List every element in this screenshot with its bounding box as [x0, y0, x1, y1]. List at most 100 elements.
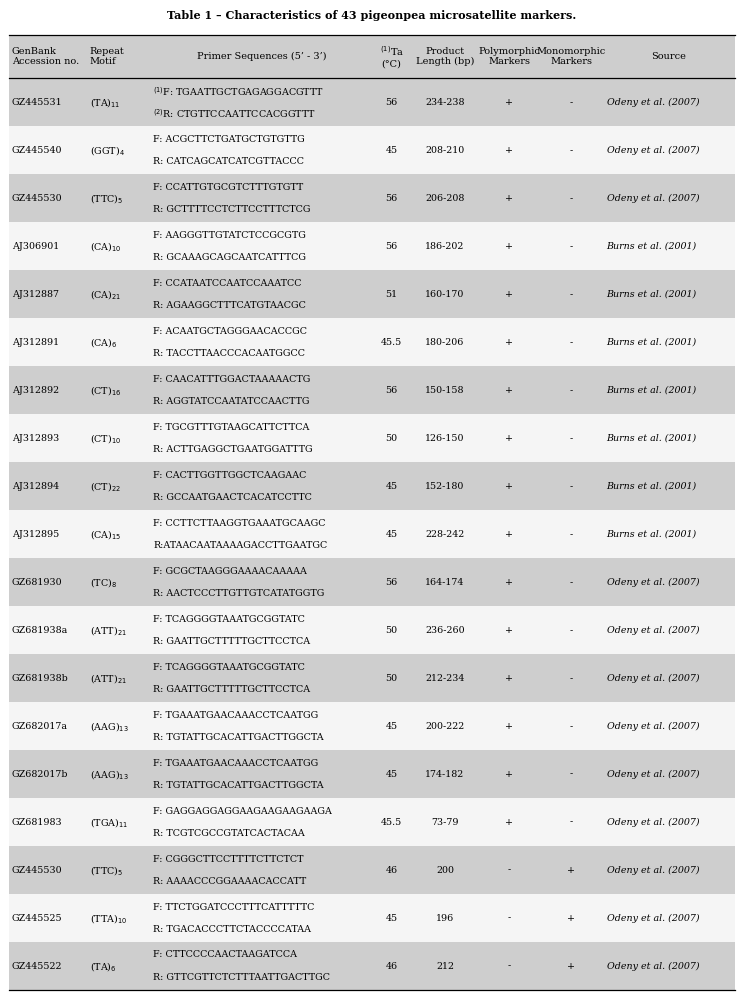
Text: 46: 46: [385, 866, 398, 875]
Text: +: +: [505, 673, 513, 682]
Text: R: GCAAAGCAGCAATCATTTCG: R: GCAAAGCAGCAATCATTTCG: [153, 253, 307, 262]
Bar: [9, 222, 735, 270]
Text: GZ681983: GZ681983: [12, 817, 62, 826]
Text: -: -: [569, 578, 573, 587]
Text: R: GAATTGCTTTTTGCTTCCTCA: R: GAATTGCTTTTTGCTTCCTCA: [153, 685, 310, 694]
Text: 50: 50: [385, 673, 398, 682]
Text: GZ681938a: GZ681938a: [12, 626, 68, 635]
Text: GZ445530: GZ445530: [12, 194, 62, 203]
Text: 50: 50: [385, 434, 398, 443]
Text: +: +: [505, 482, 513, 491]
Text: AJ312893: AJ312893: [12, 434, 60, 443]
Text: 228-242: 228-242: [426, 529, 464, 539]
Text: F: ACGCTTCTGATGCTGTGTTG: F: ACGCTTCTGATGCTGTGTTG: [153, 135, 305, 144]
Text: +: +: [567, 914, 575, 922]
Text: +: +: [505, 529, 513, 539]
Text: (TTC)$_{5}$: (TTC)$_{5}$: [89, 192, 123, 205]
Bar: [9, 78, 735, 126]
Text: AJ312894: AJ312894: [12, 482, 59, 491]
Text: +: +: [505, 194, 513, 203]
Text: (GGT)$_{4}$: (GGT)$_{4}$: [89, 144, 124, 157]
Text: -: -: [569, 434, 573, 443]
Text: F: TGCGTTTGTAAGCATTCTTCA: F: TGCGTTTGTAAGCATTCTTCA: [153, 423, 310, 432]
Text: -: -: [569, 242, 573, 251]
Text: (ATT)$_{21}$: (ATT)$_{21}$: [89, 671, 126, 684]
Text: -: -: [507, 866, 511, 875]
Text: Burns et al. (2001): Burns et al. (2001): [606, 434, 697, 443]
Text: 200-222: 200-222: [426, 722, 464, 731]
Text: 50: 50: [385, 626, 398, 635]
Text: R: GTTCGTTCTCTTTAATTGACTTGC: R: GTTCGTTCTCTTTAATTGACTTGC: [153, 972, 330, 981]
Text: (CA)$_{21}$: (CA)$_{21}$: [89, 288, 121, 301]
Text: R: TACCTTAACCCACAATGGCC: R: TACCTTAACCCACAATGGCC: [153, 349, 306, 357]
Text: R: GCTTTTCCTCTTCCTTTCTCG: R: GCTTTTCCTCTTCCTTTCTCG: [153, 205, 311, 213]
Text: 45: 45: [385, 770, 398, 779]
Text: Source: Source: [652, 52, 687, 62]
Text: Table 1 – Characteristics of 43 pigeonpea microsatellite markers.: Table 1 – Characteristics of 43 pigeonpe…: [167, 10, 577, 21]
Text: GZ682017a: GZ682017a: [12, 722, 68, 731]
Text: 160-170: 160-170: [426, 290, 465, 299]
Bar: [9, 414, 735, 463]
Bar: [9, 366, 735, 414]
Text: 56: 56: [385, 194, 398, 203]
Text: 56: 56: [385, 578, 398, 587]
Text: $^{(2)}$R: CTGTTCCAATTCCACGGTTT: $^{(2)}$R: CTGTTCCAATTCCACGGTTT: [153, 107, 316, 120]
Text: +: +: [567, 866, 575, 875]
Text: (AAG)$_{13}$: (AAG)$_{13}$: [89, 720, 128, 733]
Bar: [9, 175, 735, 222]
Text: 56: 56: [385, 242, 398, 251]
Text: $^{(1)}$F: TGAATTGCTGAGAGGACGTTT: $^{(1)}$F: TGAATTGCTGAGAGGACGTTT: [153, 85, 324, 97]
Text: -: -: [569, 146, 573, 155]
Text: Burns et al. (2001): Burns et al. (2001): [606, 386, 697, 395]
Text: 180-206: 180-206: [426, 338, 465, 347]
Text: Burns et al. (2001): Burns et al. (2001): [606, 529, 697, 539]
Bar: [9, 894, 735, 942]
Bar: [9, 798, 735, 846]
Text: GZ682017b: GZ682017b: [12, 770, 68, 779]
Bar: [9, 750, 735, 798]
Text: Polymorphic
Markers: Polymorphic Markers: [478, 47, 540, 67]
Bar: [9, 319, 735, 366]
Text: Primer Sequences (5’ - 3’): Primer Sequences (5’ - 3’): [197, 52, 327, 62]
Text: +: +: [505, 386, 513, 395]
Text: R: GAATTGCTTTTTGCTTCCTCA: R: GAATTGCTTTTTGCTTCCTCA: [153, 637, 310, 645]
Text: F: AAGGGTTGTATCTCCGCGTG: F: AAGGGTTGTATCTCCGCGTG: [153, 230, 307, 240]
Text: -: -: [507, 914, 511, 922]
Text: +: +: [505, 578, 513, 587]
Text: 164-174: 164-174: [426, 578, 465, 587]
Text: Odeny et al. (2007): Odeny et al. (2007): [606, 722, 699, 731]
Text: GZ445530: GZ445530: [12, 866, 62, 875]
Bar: [9, 654, 735, 702]
Text: -: -: [569, 98, 573, 107]
Text: Repeat
Motif: Repeat Motif: [89, 47, 124, 67]
Text: R: CATCAGCATCATCGTTACCC: R: CATCAGCATCATCGTTACCC: [153, 157, 304, 166]
Text: (AAG)$_{13}$: (AAG)$_{13}$: [89, 768, 128, 780]
Text: R: AACTCCCTTGTTGTCATATGGTG: R: AACTCCCTTGTTGTCATATGGTG: [153, 589, 325, 598]
Text: 234-238: 234-238: [426, 98, 465, 107]
Text: 45.5: 45.5: [381, 338, 403, 347]
Text: 200: 200: [436, 866, 454, 875]
Bar: [9, 846, 735, 894]
Text: R: TGACACCCTTCTACCCCATAA: R: TGACACCCTTCTACCCCATAA: [153, 924, 312, 933]
Text: 236-260: 236-260: [425, 626, 465, 635]
Text: 212-234: 212-234: [426, 673, 465, 682]
Text: +: +: [505, 626, 513, 635]
Text: -: -: [569, 194, 573, 203]
Text: GZ681930: GZ681930: [12, 578, 62, 587]
Text: F: TCAGGGGTAAATGCGGTATC: F: TCAGGGGTAAATGCGGTATC: [153, 662, 305, 671]
Text: GZ445525: GZ445525: [12, 914, 62, 922]
Text: -: -: [507, 961, 511, 970]
Text: AJ312895: AJ312895: [12, 529, 60, 539]
Text: (CA)$_{6}$: (CA)$_{6}$: [89, 336, 117, 349]
Text: 45: 45: [385, 482, 398, 491]
Text: (ATT)$_{21}$: (ATT)$_{21}$: [89, 624, 126, 637]
Text: Burns et al. (2001): Burns et al. (2001): [606, 338, 697, 347]
Text: F: GAGGAGGAGGAAGAAGAAGAAGA: F: GAGGAGGAGGAAGAAGAAGAAGA: [153, 806, 333, 815]
Text: -: -: [569, 673, 573, 682]
Text: -: -: [569, 386, 573, 395]
Text: -: -: [569, 338, 573, 347]
Text: -: -: [569, 529, 573, 539]
Text: GenBank
Accession no.: GenBank Accession no.: [12, 47, 79, 67]
Text: 73-79: 73-79: [432, 817, 459, 826]
Bar: [9, 558, 735, 606]
